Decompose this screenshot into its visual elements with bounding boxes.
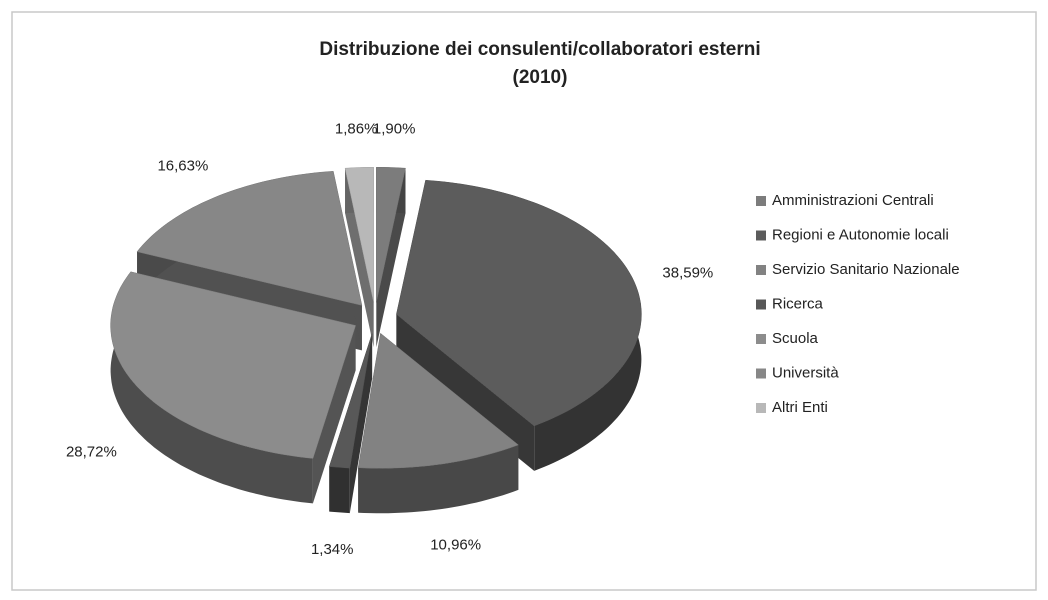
data-label: 16,63% <box>157 157 208 174</box>
legend-swatch <box>756 265 766 275</box>
data-label: 10,96% <box>430 537 481 554</box>
legend-swatch <box>756 299 766 310</box>
slice <box>328 333 373 469</box>
slice <box>357 332 519 469</box>
legend-label: Altri Enti <box>772 399 828 416</box>
chart-title: Distribuzione dei consulenti/collaborato… <box>319 39 760 60</box>
slice-side <box>312 325 356 504</box>
legend-swatch <box>756 196 766 206</box>
data-label: 1,90% <box>373 121 416 138</box>
legend-label: Scuola <box>772 330 819 347</box>
slice <box>110 271 356 459</box>
slice <box>396 179 642 427</box>
data-label: 28,72% <box>66 443 117 460</box>
legend-label: Università <box>772 364 839 381</box>
legend-label: Ricerca <box>772 295 824 312</box>
chart-subtitle: (2010) <box>513 67 568 88</box>
slice-wall <box>110 271 313 504</box>
slice-wall <box>358 444 519 514</box>
slice-side <box>376 168 406 348</box>
slice-side <box>345 168 374 348</box>
data-label: 1,34% <box>311 541 354 558</box>
data-label: 38,59% <box>662 264 713 281</box>
legend-swatch <box>756 368 766 379</box>
slice <box>344 167 374 303</box>
slice <box>376 167 406 303</box>
slice <box>136 171 363 306</box>
slice-wall <box>329 466 350 514</box>
legend-swatch <box>756 334 766 344</box>
data-label: 1,86% <box>335 121 378 138</box>
legend-label: Servizio Sanitario Nazionale <box>772 261 960 278</box>
legend-label: Amministrazioni Centrali <box>772 192 934 209</box>
legend-label: Regioni e Autonomie locali <box>772 226 949 243</box>
legend-swatch <box>756 403 766 413</box>
legend-swatch <box>756 230 766 241</box>
